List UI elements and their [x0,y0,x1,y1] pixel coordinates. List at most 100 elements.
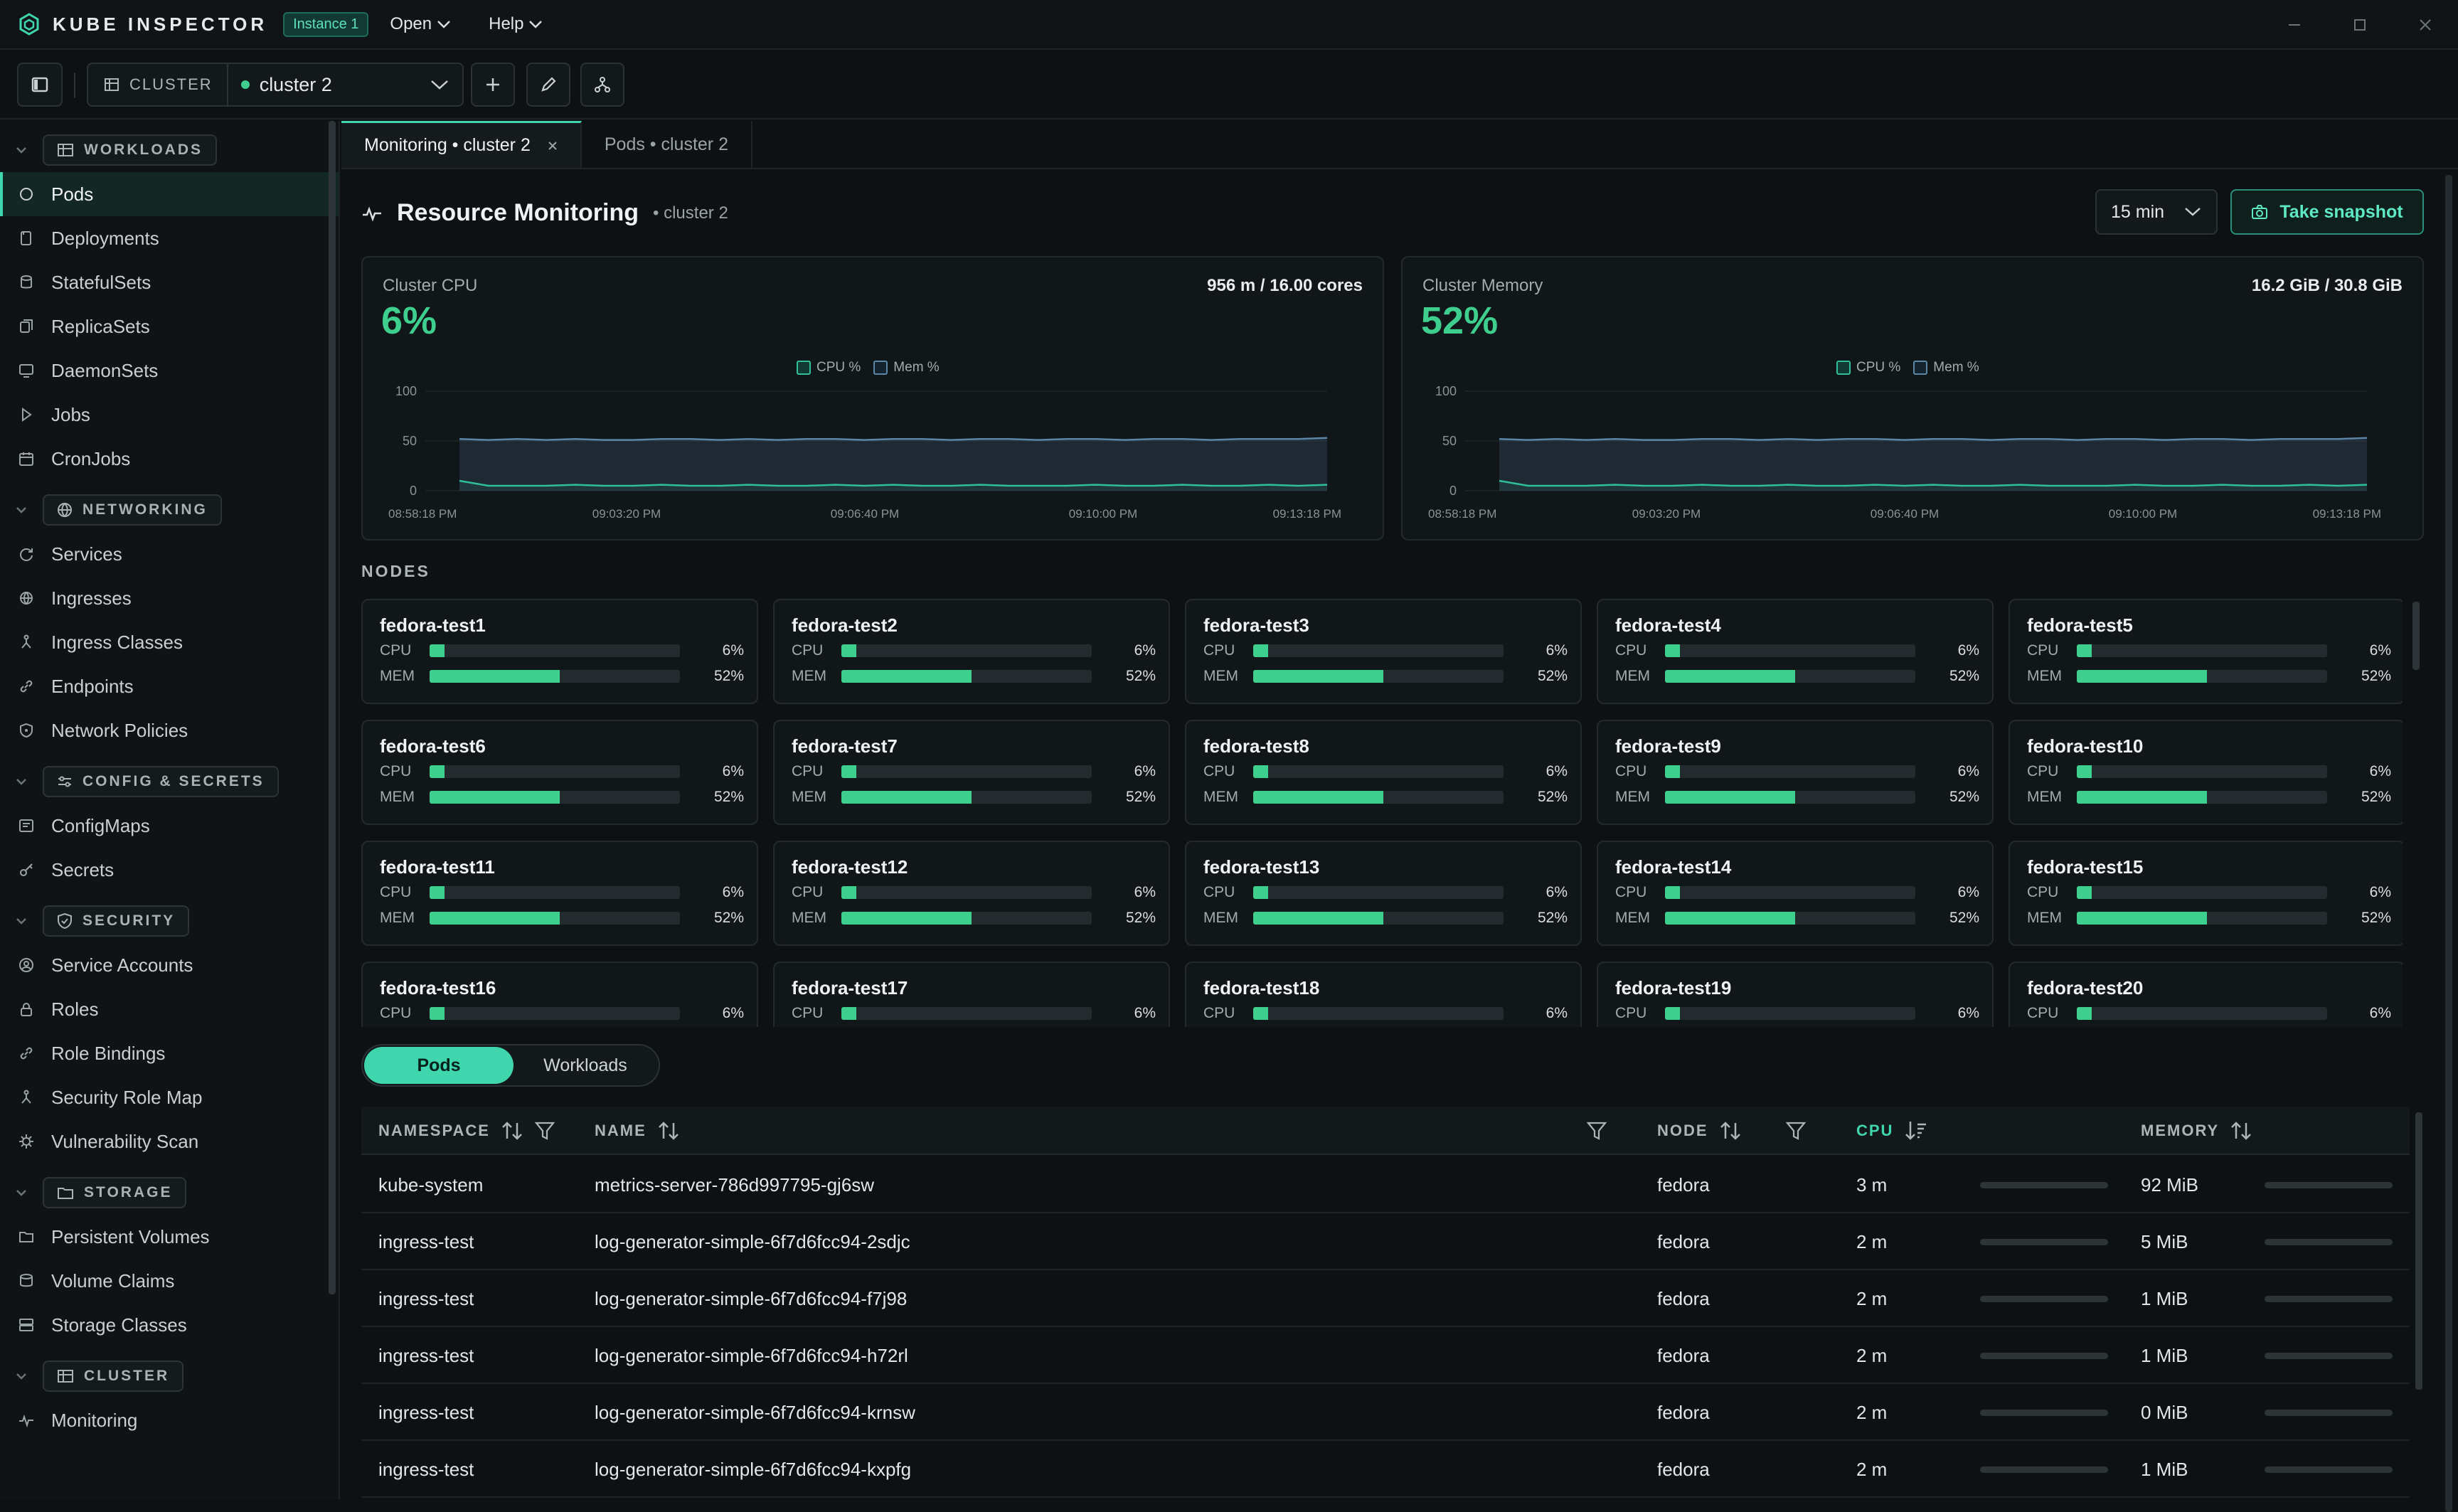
sidebar-item-configmaps[interactable]: ConfigMaps [0,804,339,848]
table-row[interactable]: ingress-test log-generator-simple-6f7d6fc… [361,1213,2410,1270]
node-card[interactable]: fedora-test12 CPU 6% MEM 52% [773,841,1170,946]
sidebar-item-roles[interactable]: Roles [0,987,339,1031]
node-card[interactable]: fedora-test15 CPU 6% MEM 52% [2009,841,2403,946]
sort-icon[interactable] [1718,1119,1743,1143]
name-filter-button[interactable] [1586,1107,1607,1155]
node-column-header[interactable]: NODE [1657,1107,1743,1155]
legend-item-cpu[interactable]: CPU % [1836,360,1900,376]
sort-descending-icon[interactable] [1903,1119,1927,1143]
name-column-header[interactable]: NAME [595,1107,681,1155]
node-card[interactable]: fedora-test8 CPU 6% MEM 52% [1185,720,1582,825]
toggle-sidebar-button[interactable] [17,63,63,107]
sort-icon[interactable] [500,1119,524,1143]
node-filter-button[interactable] [1785,1107,1807,1155]
sidebar-section-storage[interactable]: STORAGE [0,1171,339,1215]
cpu-usage-value: 6% [2369,642,2391,659]
node-card[interactable]: fedora-test4 CPU 6% MEM 52% [1597,599,1994,704]
namespace-column-header[interactable]: NAMESPACE [378,1107,555,1155]
cpu-column-header[interactable]: CPU [1856,1107,1927,1155]
node-card[interactable]: fedora-test3 CPU 6% MEM 52% [1185,599,1582,704]
sidebar-item-service-accounts[interactable]: Service Accounts [0,943,339,987]
mem-label: MEM [2027,668,2062,684]
edit-cluster-button[interactable] [526,63,570,107]
help-menu[interactable]: Help [489,14,543,34]
sidebar-section-cluster[interactable]: CLUSTER [0,1354,339,1398]
node-card[interactable]: fedora-test7 CPU 6% MEM 52% [773,720,1170,825]
sidebar-item-statefulsets[interactable]: StatefulSets [0,260,339,304]
table-row[interactable]: ingress-test log-generator-simple-6f7d6fc… [361,1270,2410,1327]
sidebar-item-vulnerability-scan[interactable]: Vulnerability Scan [0,1119,339,1164]
minimize-button[interactable] [2262,18,2327,32]
close-icon[interactable] [548,141,558,151]
sidebar-item-deployments[interactable]: Deployments [0,216,339,260]
sidebar-item-role-bindings[interactable]: Role Bindings [0,1031,339,1075]
sidebar-item-jobs[interactable]: Jobs [0,393,339,437]
node-card[interactable]: fedora-test2 CPU 6% MEM 52% [773,599,1170,704]
sidebar-item-volume-claims[interactable]: Volume Claims [0,1259,339,1303]
table-row[interactable]: kube-system metrics-server-786d997795-gj6… [361,1156,2410,1213]
sidebar-item-daemonsets[interactable]: DaemonSets [0,348,339,393]
sidebar-item-cronjobs[interactable]: CronJobs [0,437,339,481]
table-scrollbar[interactable] [2415,1112,2422,1390]
sidebar-item-storage-classes[interactable]: Storage Classes [0,1303,339,1347]
node-card[interactable]: fedora-test10 CPU 6% MEM 52% [2009,720,2403,825]
sidebar-item-services[interactable]: Services [0,532,339,576]
sidebar-item-replicasets[interactable]: ReplicaSets [0,304,339,348]
add-cluster-button[interactable] [471,63,515,107]
pods-toggle-button[interactable]: Pods [364,1047,514,1084]
sort-icon[interactable] [656,1119,681,1143]
take-snapshot-button[interactable]: Take snapshot [2230,189,2424,235]
node-card[interactable]: fedora-test1 CPU 6% MEM 52% [361,599,758,704]
sidebar-section-networking[interactable]: NETWORKING [0,488,339,532]
sidebar-item-endpoints[interactable]: Endpoints [0,664,339,708]
sidebar-item-label: DaemonSets [51,359,159,381]
sidebar-item-monitoring[interactable]: Monitoring [0,1398,339,1442]
nodes-scrollbar[interactable] [2412,602,2420,670]
sort-icon[interactable] [2229,1119,2253,1143]
memory-column-header[interactable]: MEMORY [2141,1107,2253,1155]
sidebar-section-workloads[interactable]: WORKLOADS [0,128,339,172]
sidebar-item-ingresses[interactable]: Ingresses [0,576,339,620]
sidebar-item-network-policies[interactable]: Network Policies [0,708,339,752]
node-card[interactable]: fedora-test9 CPU 6% MEM 52% [1597,720,1994,825]
node-card[interactable]: fedora-test5 CPU 6% MEM 52% [2009,599,2403,704]
node-card[interactable]: fedora-test6 CPU 6% MEM 52% [361,720,758,825]
namespace-cell: kube-system [378,1173,484,1196]
open-menu[interactable]: Open [390,14,452,34]
node-card[interactable]: fedora-test13 CPU 6% MEM 52% [1185,841,1582,946]
tab-monitoring[interactable]: Monitoring • cluster 2 [341,121,582,168]
cluster-select[interactable]: cluster 2 [228,64,462,105]
legend-item-cpu[interactable]: CPU % [797,360,861,376]
sidebar-item-ingress-classes[interactable]: Ingress Classes [0,620,339,664]
time-range-select[interactable]: 15 min [2095,189,2218,235]
sidebar-item-secrets[interactable]: Secrets [0,848,339,892]
legend-item-mem[interactable]: Mem % [1913,360,1979,376]
tab-pods[interactable]: Pods • cluster 2 [582,121,752,168]
legend-item-mem[interactable]: Mem % [873,360,940,376]
node-card[interactable]: fedora-test14 CPU 6% MEM 52% [1597,841,1994,946]
sidebar-scrollbar[interactable] [329,121,336,1294]
cpu-usage-value: 6% [1957,1005,1979,1021]
sidebar-item-persistent-volumes[interactable]: Persistent Volumes [0,1215,339,1259]
topology-button[interactable] [580,63,624,107]
maximize-button[interactable] [2327,18,2393,32]
node-card[interactable]: fedora-test11 CPU 6% MEM 52% [361,841,758,946]
close-window-button[interactable] [2393,18,2458,32]
sidebar-section-config-and-secrets[interactable]: CONFIG & SECRETS [0,760,339,804]
card-label: Cluster CPU [383,276,478,295]
sidebar-item-pods[interactable]: Pods [0,172,339,216]
table-row[interactable]: ingress-test log-generator-simple-6f7d6fc… [361,1384,2410,1441]
sidebar-item-security-role-map[interactable]: Security Role Map [0,1075,339,1119]
main-scrollbar[interactable] [2445,175,2452,1512]
sidebar-section-security[interactable]: SECURITY [0,899,339,943]
filter-icon[interactable] [534,1120,555,1141]
table-row[interactable]: ingress-test log-generator-simple-6f7d6fc… [361,1327,2410,1384]
x-tick-label: 09:13:18 PM [2313,507,2381,521]
workloads-toggle-button[interactable]: Workloads [543,1055,627,1075]
table-row[interactable]: ingress-test log-generator-simple-6f7d6fc… [361,1441,2410,1498]
